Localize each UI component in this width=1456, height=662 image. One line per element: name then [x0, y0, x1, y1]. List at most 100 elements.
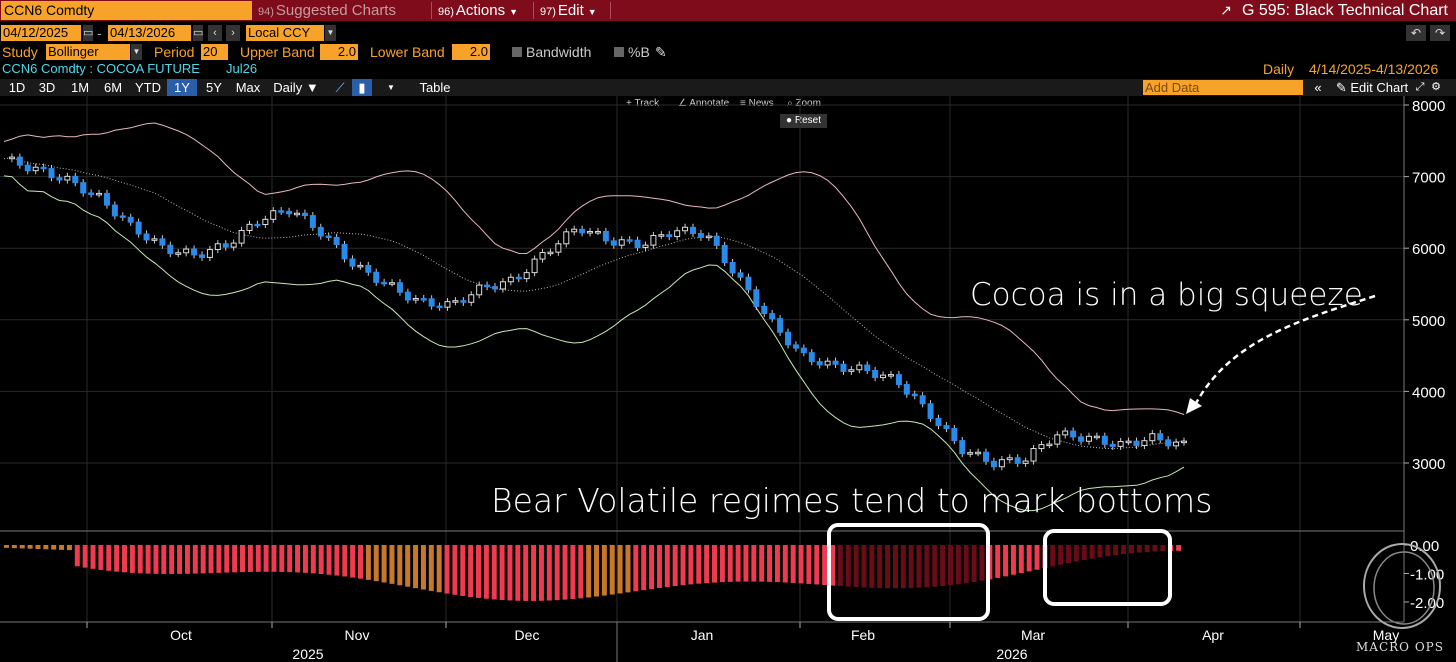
study-select[interactable]: Bollinger	[46, 44, 130, 60]
calendar-icon[interactable]: ▭	[83, 25, 94, 41]
candle-body	[349, 258, 356, 267]
histogram-bar	[420, 545, 426, 590]
histogram-bar	[704, 545, 710, 584]
candle	[198, 251, 205, 261]
undo-icon[interactable]: ↶	[1406, 25, 1426, 41]
candle	[1181, 437, 1187, 446]
reset-button[interactable]: ● Reset	[780, 114, 827, 128]
chevron-down-icon[interactable]: ▼	[131, 44, 142, 60]
next-period-icon[interactable]: ›	[226, 25, 240, 41]
histogram-bar	[822, 545, 828, 586]
ticker-input[interactable]: CCN6 Comdty	[1, 1, 252, 20]
logo-mark-icon	[1363, 543, 1441, 629]
candle-body	[777, 318, 784, 333]
suggested-charts-menu[interactable]: 94) Suggested Charts	[258, 0, 396, 21]
edit-chart-button[interactable]: ✎ Edit Chart	[1332, 79, 1412, 96]
upper-band-input[interactable]: 2.0	[320, 44, 358, 60]
histogram-bar	[66, 545, 72, 551]
candle-chart-icon[interactable]: ▮	[352, 79, 372, 96]
pctb-checkbox[interactable]	[614, 47, 624, 57]
candle-body	[1141, 440, 1148, 446]
squeeze-annotation: Cocoa is in a big squeeze	[970, 277, 1363, 313]
candle	[1006, 454, 1013, 464]
expand-icon[interactable]: ⤢	[1415, 81, 1425, 93]
edit-label: Edit	[557, 2, 584, 19]
annotate-tool[interactable]: ∠ Annotate	[678, 98, 729, 111]
histogram-bar	[11, 545, 17, 549]
candle-body	[990, 460, 997, 468]
lower-band-input[interactable]: 2.0	[452, 44, 490, 60]
x-month-label: Nov	[345, 627, 370, 643]
histogram-bar	[129, 545, 135, 573]
candle-body	[88, 192, 95, 195]
prev-period-icon[interactable]: ‹	[208, 25, 222, 41]
security-row: CCN6 Comdty : COCOA FUTURE Jul26 Daily 4…	[0, 61, 1456, 77]
histogram-bar	[255, 545, 261, 572]
news-tool[interactable]: ≡ News	[740, 98, 774, 111]
line-chart-icon[interactable]: ⟋	[335, 80, 345, 95]
histogram-bar	[444, 545, 450, 594]
period-button-3d[interactable]: 3D	[38, 80, 56, 95]
period-button-1d[interactable]: 1D	[8, 80, 26, 95]
pencil-icon[interactable]: ✎	[655, 44, 667, 60]
period-button-6m[interactable]: 6M	[103, 80, 123, 95]
actions-menu[interactable]: 96) Actions ▼	[438, 0, 518, 21]
candle	[935, 414, 942, 430]
histogram-bar	[1089, 545, 1095, 559]
histogram-bar	[460, 545, 466, 596]
histogram-bar	[1034, 545, 1040, 570]
histogram-bar	[790, 545, 796, 583]
candle-body	[56, 177, 63, 181]
chevron-down-icon[interactable]: ▼	[387, 83, 395, 92]
candle-body	[404, 291, 411, 301]
external-link-icon[interactable]: ↗	[1220, 2, 1232, 18]
start-date-input[interactable]: 04/12/2025	[1, 25, 81, 41]
candle	[903, 380, 910, 398]
chevron-down-icon: ▼	[509, 7, 519, 17]
candle-body	[840, 363, 847, 372]
candle-body	[1030, 448, 1037, 462]
candle	[278, 207, 285, 215]
period-button-max[interactable]: Max	[235, 80, 261, 95]
candle	[1078, 433, 1085, 445]
settings-icon[interactable]: ⚙	[1431, 81, 1441, 93]
candle-body	[198, 254, 205, 258]
candle	[183, 245, 190, 257]
candle	[729, 258, 736, 277]
histogram-bar	[499, 545, 505, 601]
period-input[interactable]: 20	[201, 44, 228, 60]
add-data-input[interactable]: Add Data	[1143, 80, 1303, 95]
candle-body	[1173, 441, 1180, 447]
date-separator: -	[97, 25, 102, 41]
table-button[interactable]: Table	[419, 80, 451, 95]
candle-body	[959, 440, 966, 455]
currency-select[interactable]: Local CCY	[246, 25, 324, 41]
period-button-1m[interactable]: 1M	[70, 80, 90, 95]
candle	[396, 279, 403, 296]
candle-body	[325, 235, 332, 239]
upper-band-label: Upper Band	[240, 44, 315, 60]
period-button-ytd[interactable]: YTD	[135, 80, 161, 95]
edit-menu[interactable]: 97) Edit ▼	[540, 0, 597, 21]
track-tool[interactable]: + Track	[626, 98, 659, 111]
double-chevron-left-icon[interactable]: «	[1314, 80, 1322, 95]
zoom-tool[interactable]: ⌕ Zoom	[787, 98, 821, 111]
histogram-bar	[782, 545, 788, 583]
chevron-down-icon[interactable]: ▼	[325, 25, 336, 41]
candle	[103, 189, 110, 209]
frequency-dropdown[interactable]: Daily ▼	[270, 79, 322, 96]
candle	[547, 248, 554, 257]
y-tick-label: 4000	[1412, 384, 1445, 401]
bandwidth-checkbox[interactable]	[512, 47, 522, 57]
candle	[1173, 438, 1180, 450]
candle	[753, 286, 760, 310]
period-button-1y[interactable]: 1Y	[167, 79, 197, 96]
chevron-down-icon: ▼	[587, 7, 597, 17]
period-button-5y[interactable]: 5Y	[206, 80, 222, 95]
end-date-input[interactable]: 04/13/2026	[108, 25, 191, 41]
menu-divider	[431, 2, 432, 19]
candle	[887, 371, 894, 379]
redo-icon[interactable]: ↷	[1430, 25, 1450, 41]
calendar-icon[interactable]: ▭	[193, 25, 204, 41]
